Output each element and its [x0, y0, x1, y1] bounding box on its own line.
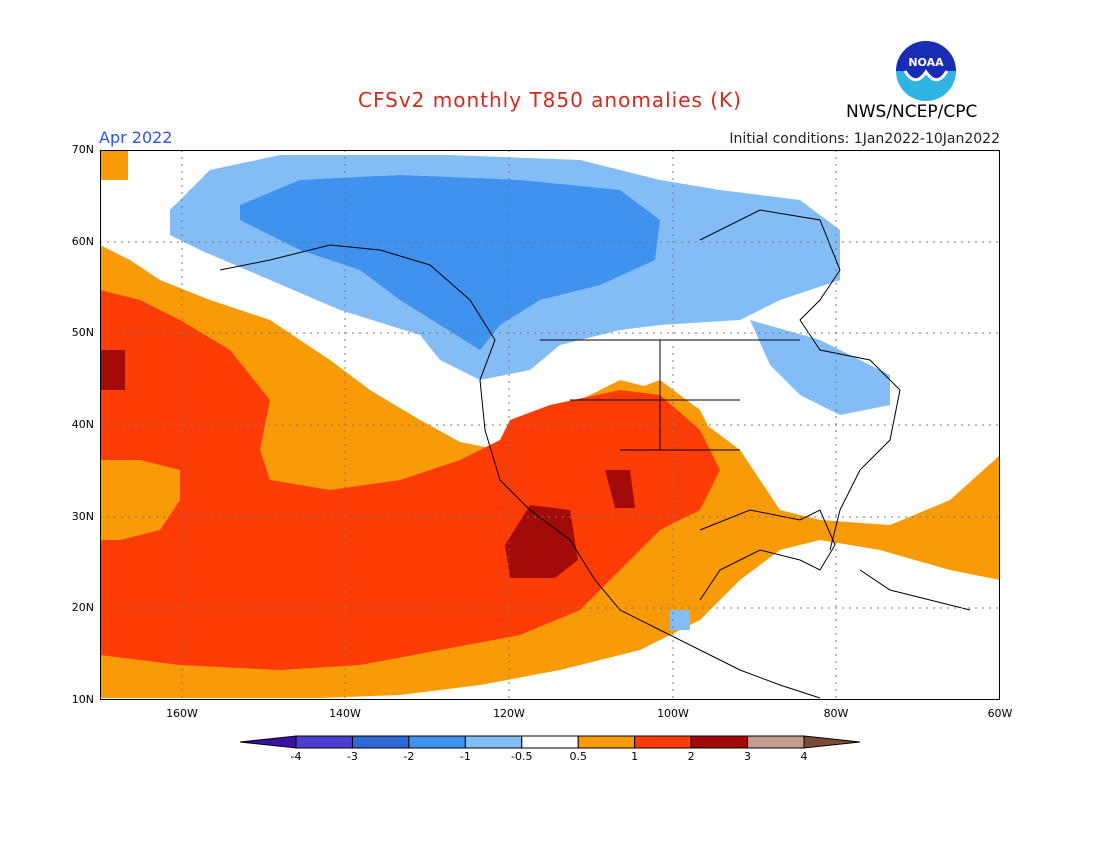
lat-label: 70N: [71, 143, 94, 156]
anomaly-region-blue: [240, 175, 660, 350]
colorbar-label: -2: [403, 750, 415, 763]
colorbar-label: -1: [459, 750, 471, 763]
lon-label: 140W: [329, 707, 361, 720]
colorbar-cell: [295, 735, 353, 749]
colorbar-label: 1: [631, 750, 639, 763]
colorbar-label: 3: [744, 750, 752, 763]
lat-label: 60N: [71, 235, 94, 248]
lon-label: 100W: [657, 707, 689, 720]
colorbar-label: -3: [346, 750, 358, 763]
colorbar-label: -0.5: [511, 750, 533, 763]
initial-conditions-label: Initial conditions: 1Jan2022-10Jan2022: [729, 131, 1000, 147]
lat-label: 20N: [71, 601, 94, 614]
anomaly-map: [100, 150, 1000, 700]
colorbar-label: -4: [290, 750, 302, 763]
colorbar: [240, 735, 860, 749]
noaa-logo-icon: NOAA: [896, 41, 956, 101]
chart-title: CFSv2 monthly T850 anomalies (K): [358, 88, 742, 112]
graticule: [100, 150, 1000, 700]
anomaly-region-red: [100, 290, 720, 670]
anomaly-region-darkred: [100, 350, 635, 578]
colorbar-cell: [240, 735, 297, 749]
lat-label: 40N: [71, 418, 94, 431]
colorbar-cell: [577, 735, 636, 749]
lon-label: 160W: [166, 707, 198, 720]
colorbar-label: 0.5: [569, 750, 587, 763]
lat-label: 50N: [71, 326, 94, 339]
colorbar-cell: [690, 735, 749, 749]
month-label: Apr 2022: [99, 128, 173, 147]
lon-label: 80W: [823, 707, 849, 720]
lat-label: 30N: [71, 510, 94, 523]
lon-label: 60W: [987, 707, 1013, 720]
colorbar-cell: [803, 735, 860, 749]
colorbar-cell: [408, 735, 466, 749]
colorbar-cell: [747, 735, 805, 749]
colorbar-cell: [351, 735, 410, 749]
colorbar-cell: [634, 735, 692, 749]
colorbar-cell: [521, 735, 579, 749]
colorbar-cell: [464, 735, 523, 749]
agency-label: NWS/NCEP/CPC: [846, 102, 978, 122]
lat-label: 10N: [71, 693, 94, 706]
colorbar-label: 2: [687, 750, 695, 763]
coastlines: [219, 209, 971, 699]
lon-label: 120W: [493, 707, 525, 720]
colorbar-label: 4: [800, 750, 808, 763]
logo-text: NOAA: [908, 56, 944, 69]
